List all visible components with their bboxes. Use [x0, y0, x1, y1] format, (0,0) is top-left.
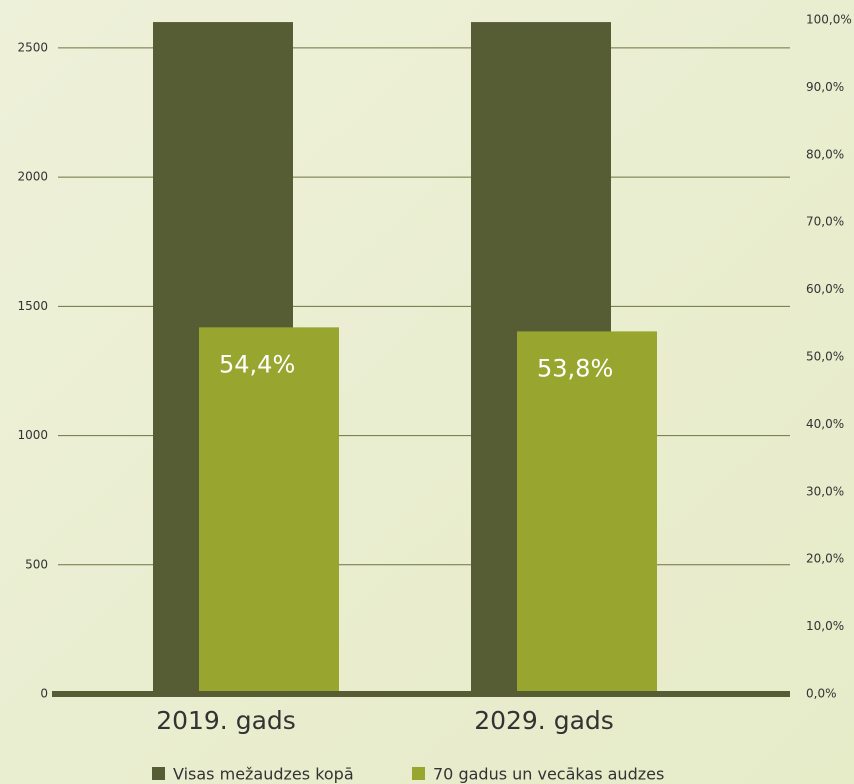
- y2-tick-label: 100,0%: [806, 13, 852, 27]
- y-tick-label: 0: [40, 687, 48, 701]
- x-tick-label: 2029. gads: [474, 706, 614, 735]
- value-label: 54,4%: [219, 350, 295, 378]
- y2-tick-label: 90,0%: [806, 80, 844, 94]
- y2-tick-label: 70,0%: [806, 215, 844, 229]
- y2-tick-label: 50,0%: [806, 350, 844, 364]
- legend-label: 70 gadus un vecākas audzes: [433, 765, 664, 784]
- y2-tick-label: 60,0%: [806, 282, 844, 296]
- y-tick-label: 1500: [17, 299, 48, 313]
- legend-swatch: [412, 767, 425, 780]
- value-label: 53,8%: [537, 354, 613, 382]
- baseline: [52, 691, 790, 697]
- y2-tick-label: 0,0%: [806, 687, 837, 701]
- bar: [517, 331, 657, 694]
- y2-tick-label: 10,0%: [806, 619, 844, 633]
- y2-tick-label: 40,0%: [806, 417, 844, 431]
- y-tick-label: 500: [25, 557, 48, 571]
- legend-label: Visas mežaudzes kopā: [173, 765, 354, 784]
- y2-tick-label: 20,0%: [806, 552, 844, 566]
- legend-swatch: [152, 767, 165, 780]
- y-tick-label: 1000: [17, 428, 48, 442]
- x-tick-label: 2019. gads: [156, 706, 296, 735]
- y-tick-label: 2000: [17, 170, 48, 184]
- y2-tick-label: 80,0%: [806, 147, 844, 161]
- bar: [199, 327, 339, 694]
- y2-tick-label: 30,0%: [806, 484, 844, 498]
- y-tick-label: 2500: [17, 40, 48, 54]
